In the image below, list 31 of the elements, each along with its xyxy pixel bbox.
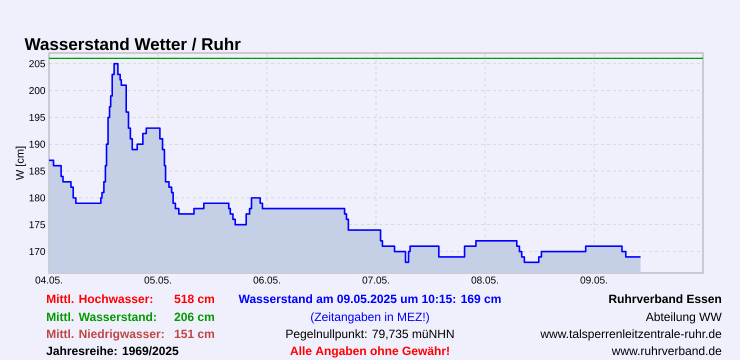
x-tick-label: 09.05. [580, 276, 607, 284]
text: Pegelnullpunkt: 79,735 müNHN [286, 329, 454, 340]
y-tick-label: 205 [29, 60, 46, 68]
text: Mittl. Niedrigwasser: [47, 329, 164, 341]
y-tick-label: 190 [30, 140, 46, 148]
text: Alle Angaben ohne Gewähr! [290, 346, 449, 358]
y-axis-title: W [cm] [16, 146, 26, 180]
text: Mittl. Wasserstand: [47, 312, 156, 322]
text: Jahresreihe: 1969/2025 [46, 346, 178, 356]
x-tick-label: 08.05. [471, 276, 498, 284]
y-tick-label: 185 [30, 168, 46, 175]
text: Ruhrverband Essen [609, 294, 722, 304]
x-tick-label: 06.05. [253, 276, 280, 284]
x-tick-label: 07.05. [362, 276, 389, 284]
y-tick-label: 170 [30, 248, 46, 256]
text: 518 cm [174, 294, 214, 304]
text: Abteilung WW [646, 312, 722, 324]
y-tick-label: 195 [30, 114, 46, 121]
text: 151 cm [174, 330, 214, 338]
y-tick-label: 180 [30, 194, 46, 202]
text: www.ruhrverband.de [612, 346, 722, 356]
x-tick-label: 05.05. [144, 276, 171, 284]
text: www.talsperrenleitzentrale-ruhr.de [540, 329, 722, 340]
text: 206 cm [174, 312, 214, 322]
chart-title: Wasserstand Wetter / Ruhr [24, 38, 241, 50]
text: (Zeitangaben in MEZ!) [311, 312, 429, 324]
text: Wasserstand am 09.05.2025 um 10:15: 169 cm [238, 294, 501, 304]
y-tick-label: 175 [30, 221, 46, 228]
x-tick-label: 04.05. [35, 276, 62, 284]
text: Mittl. Hochwasser: [47, 294, 152, 304]
y-tick-label: 200 [29, 87, 46, 94]
